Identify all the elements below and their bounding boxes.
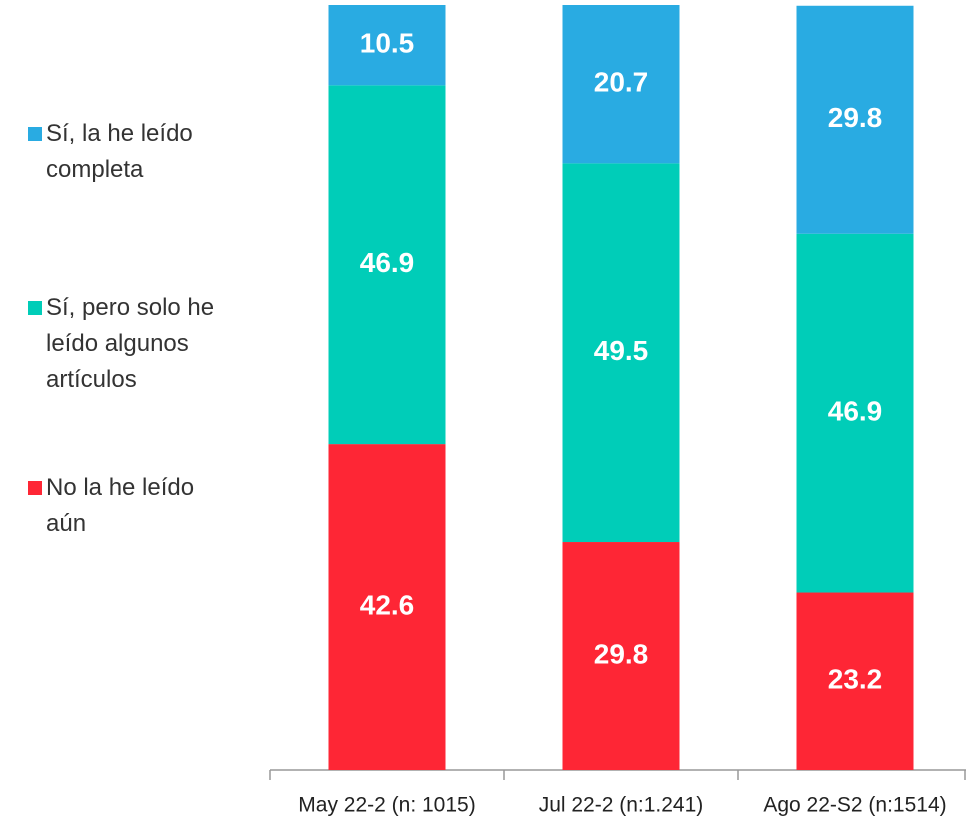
x-tick-label: Jul 22-2 (n:1.241) [539, 794, 704, 817]
legend-item: Sí, la he leído completa [28, 116, 258, 188]
data-label: 29.8 [828, 102, 883, 133]
legend-swatch [28, 301, 42, 315]
bar-segment [328, 444, 446, 770]
data-label: 23.2 [828, 664, 883, 695]
legend-label: Sí, pero solo he leído algunos artículos [46, 294, 215, 393]
bar-segment [796, 592, 914, 770]
legend-swatch [28, 127, 42, 141]
data-label: 46.9 [360, 247, 415, 278]
bar-segment [796, 5, 914, 234]
bar-segment [328, 5, 446, 86]
bar-segment [562, 163, 680, 543]
bar-segment [562, 5, 680, 164]
data-label: 42.6 [360, 589, 415, 620]
legend-item: No la he leído aún [28, 470, 258, 542]
legend-label: Sí, la he leído completa [46, 120, 193, 183]
x-tick-label: Ago 22-S2 (n:1514) [763, 794, 946, 817]
legend-label: No la he leído aún [46, 474, 195, 537]
data-label: 29.8 [594, 638, 649, 669]
data-label: 20.7 [594, 67, 649, 98]
legend-item: Sí, pero solo he leído algunos artículos [28, 290, 258, 398]
data-label: 46.9 [828, 396, 883, 427]
bar-segment [328, 85, 446, 445]
bar-segment [796, 233, 914, 593]
x-tick-label: May 22-2 (n: 1015) [298, 794, 475, 817]
legend-swatch [28, 481, 42, 495]
data-label: 10.5 [360, 28, 415, 59]
data-label: 49.5 [594, 335, 649, 366]
bar-segment [562, 542, 680, 770]
